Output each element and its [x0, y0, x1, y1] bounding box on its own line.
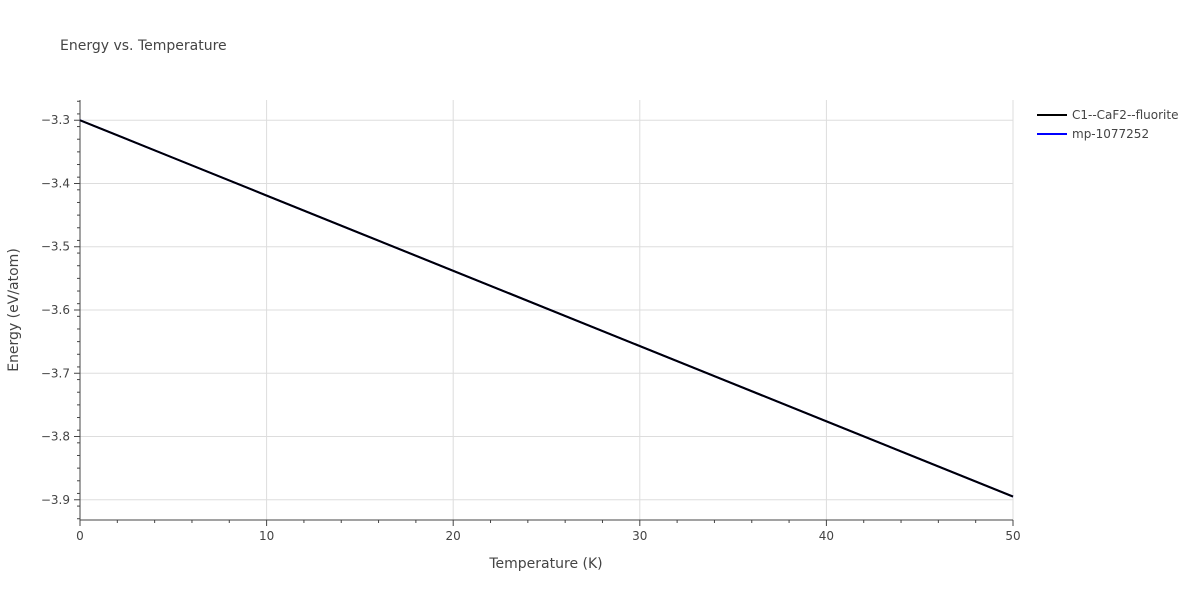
legend-item-0[interactable]: C1--CaF2--fluorite	[1037, 108, 1178, 122]
axes: 0 10 20 30 40 50 −3.9 −3.8 −3.7 −3.6 −3.5 −3.4 −3.3	[41, 100, 1021, 543]
data-series	[79, 119, 1014, 498]
chart-title: Energy vs. Temperature	[60, 38, 227, 54]
y-tick-label-4: −3.5	[41, 240, 70, 254]
legend-label-0: C1--CaF2--fluorite	[1072, 108, 1178, 122]
y-axis-title: Energy (eV/atom)	[6, 248, 22, 372]
y-tick-label-2: −3.7	[41, 366, 70, 380]
legend-item-1[interactable]: mp-1077252	[1037, 127, 1149, 141]
y-tick-label-1: −3.8	[41, 430, 70, 444]
x-axis-title: Temperature (K)	[488, 556, 602, 572]
x-tick-label-4: 40	[819, 529, 834, 543]
series-line-0	[79, 119, 1014, 498]
y-tick-label-0: −3.9	[41, 493, 70, 507]
legend-label-1: mp-1077252	[1072, 127, 1149, 141]
legend[interactable]: C1--CaF2--fluorite mp-1077252	[1037, 108, 1178, 141]
x-tick-label-5: 50	[1005, 529, 1020, 543]
y-tick-label-6: −3.3	[41, 113, 70, 127]
y-tick-label-5: −3.4	[41, 176, 70, 190]
x-tick-label-0: 0	[76, 529, 84, 543]
grid-lines	[80, 100, 1014, 520]
x-tick-label-2: 20	[446, 529, 461, 543]
y-tick-label-3: −3.6	[41, 303, 70, 317]
x-tick-label-3: 30	[632, 529, 647, 543]
x-tick-label-1: 10	[259, 529, 274, 543]
